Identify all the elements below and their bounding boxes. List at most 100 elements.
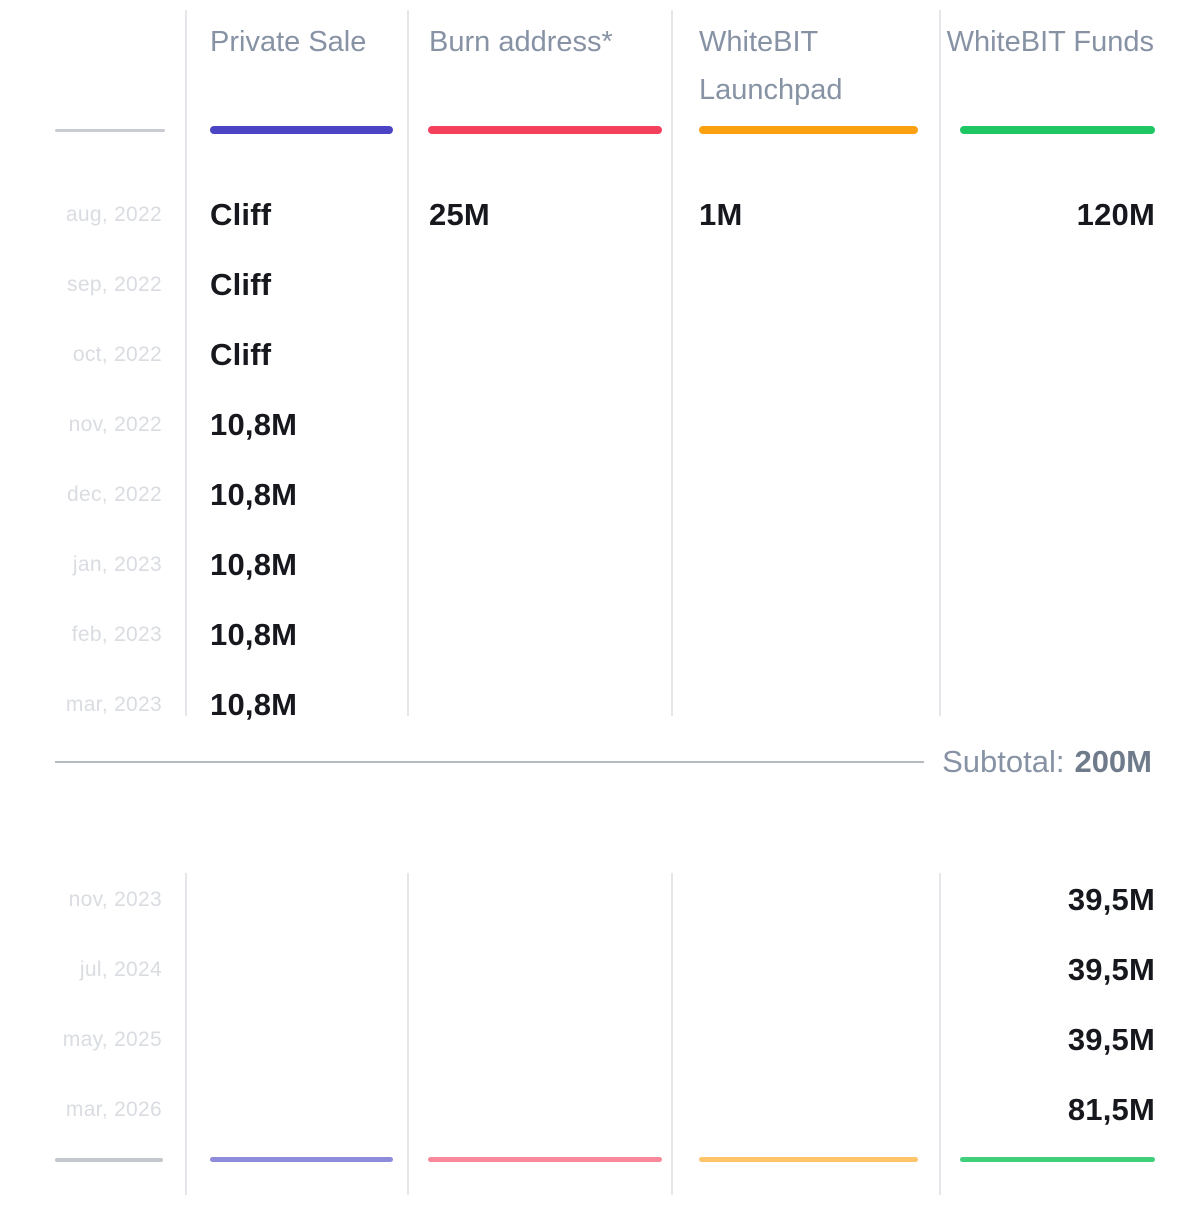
cell-value: 10,8M <box>210 407 298 442</box>
cell-value <box>408 250 672 320</box>
subtotal-label-text: Subtotal: <box>942 744 1065 779</box>
column-header-label: Private Sale <box>210 26 367 58</box>
cell-value <box>186 935 408 1005</box>
row-date-label: mar, 2023 <box>65 693 162 716</box>
column-header-private-sale: Private Sale <box>186 0 408 180</box>
date-axis-header <box>0 0 186 180</box>
row-date-label: nov, 2022 <box>68 413 162 436</box>
cell-value: 10,8M <box>210 477 298 512</box>
column-separator <box>939 10 941 716</box>
cell-value <box>186 865 408 935</box>
column-color-rule <box>428 126 662 134</box>
row-date-label: mar, 2026 <box>65 1098 162 1121</box>
column-color-rule <box>210 126 393 134</box>
cell-value: Cliff <box>210 267 272 302</box>
column-separator <box>407 10 409 716</box>
cell-value <box>408 1005 672 1075</box>
cell-value <box>672 250 940 320</box>
column-separator <box>185 10 187 716</box>
cell-value <box>672 460 940 530</box>
cell-value <box>940 320 1200 390</box>
column-header-label: WhiteBIT Funds <box>946 26 1154 58</box>
cell-value <box>408 935 672 1005</box>
top-section: Private Sale Burn address* WhiteBIT Laun… <box>0 0 1200 740</box>
column-header-label: WhiteBIT Launchpad <box>699 26 843 106</box>
column-header-label: Burn address* <box>429 26 613 58</box>
column-color-rule <box>428 1157 662 1162</box>
bottom-section: nov, 2023 39,5M jul, 2024 39,5M may, 202… <box>0 865 1200 1195</box>
column-footer-burn-address <box>408 1145 672 1195</box>
subtotal-divider-line <box>55 761 925 763</box>
cell-value <box>672 935 940 1005</box>
cell-value <box>940 530 1200 600</box>
cell-value <box>672 390 940 460</box>
cell-value <box>940 390 1200 460</box>
column-separator <box>185 873 187 1195</box>
cell-value <box>408 1075 672 1145</box>
cell-value: 10,8M <box>210 547 298 582</box>
row-date-label: may, 2025 <box>62 1028 162 1051</box>
row-date-label: aug, 2022 <box>65 203 162 226</box>
row-date-label: dec, 2022 <box>67 483 162 506</box>
column-header-burn-address: Burn address* <box>408 0 672 180</box>
cell-value <box>940 460 1200 530</box>
cell-value: 39,5M <box>1067 952 1155 987</box>
cell-value: 39,5M <box>1067 1022 1155 1057</box>
cell-value <box>672 865 940 935</box>
column-color-rule <box>699 126 918 134</box>
row-date-label: sep, 2022 <box>67 273 162 296</box>
cell-value <box>408 390 672 460</box>
cell-value <box>940 670 1200 740</box>
cell-value <box>672 1005 940 1075</box>
cell-value <box>672 320 940 390</box>
row-date-label: feb, 2023 <box>71 623 162 646</box>
cell-value: 10,8M <box>210 687 298 722</box>
subtotal-row: Subtotal: 200M <box>0 740 1200 784</box>
cell-value <box>672 530 940 600</box>
cell-value <box>672 670 940 740</box>
cell-value <box>408 320 672 390</box>
cell-value <box>186 1005 408 1075</box>
cell-value <box>408 600 672 670</box>
row-date-label: jan, 2023 <box>72 553 162 576</box>
cell-value <box>408 670 672 740</box>
subtotal-value: 200M <box>1074 744 1152 779</box>
date-axis-footer <box>0 1145 186 1195</box>
date-axis-dash <box>55 129 165 132</box>
cell-value <box>408 530 672 600</box>
cell-value: 81,5M <box>1067 1092 1155 1127</box>
column-color-rule <box>699 1157 918 1162</box>
cell-value <box>186 1075 408 1145</box>
column-separator <box>407 873 409 1195</box>
cell-value: 25M <box>429 197 490 232</box>
column-separator <box>671 873 673 1195</box>
column-footer-whitebit-launchpad <box>672 1145 940 1195</box>
column-header-whitebit-funds: WhiteBIT Funds <box>940 0 1200 180</box>
column-color-rule <box>960 126 1155 134</box>
column-separator <box>939 873 941 1195</box>
column-color-rule <box>210 1157 393 1162</box>
subtotal-label: Subtotal: 200M <box>942 744 1152 780</box>
cell-value: 10,8M <box>210 617 298 652</box>
cell-value <box>940 250 1200 320</box>
cell-value: 120M <box>1076 197 1155 232</box>
column-footer-whitebit-funds <box>940 1145 1200 1195</box>
cell-value <box>672 600 940 670</box>
cell-value: Cliff <box>210 197 272 232</box>
cell-value <box>940 600 1200 670</box>
column-footer-private-sale <box>186 1145 408 1195</box>
column-header-whitebit-launchpad: WhiteBIT Launchpad <box>672 0 940 180</box>
row-date-label: jul, 2024 <box>79 958 162 981</box>
date-axis-dash <box>55 1158 163 1162</box>
column-color-rule <box>960 1157 1155 1162</box>
cell-value: 1M <box>699 197 743 232</box>
row-date-label: oct, 2022 <box>72 343 162 366</box>
column-separator <box>671 10 673 716</box>
cell-value: Cliff <box>210 337 272 372</box>
cell-value: 39,5M <box>1067 882 1155 917</box>
cell-value <box>672 1075 940 1145</box>
cell-value <box>408 460 672 530</box>
row-date-label: nov, 2023 <box>68 888 162 911</box>
cell-value <box>408 865 672 935</box>
